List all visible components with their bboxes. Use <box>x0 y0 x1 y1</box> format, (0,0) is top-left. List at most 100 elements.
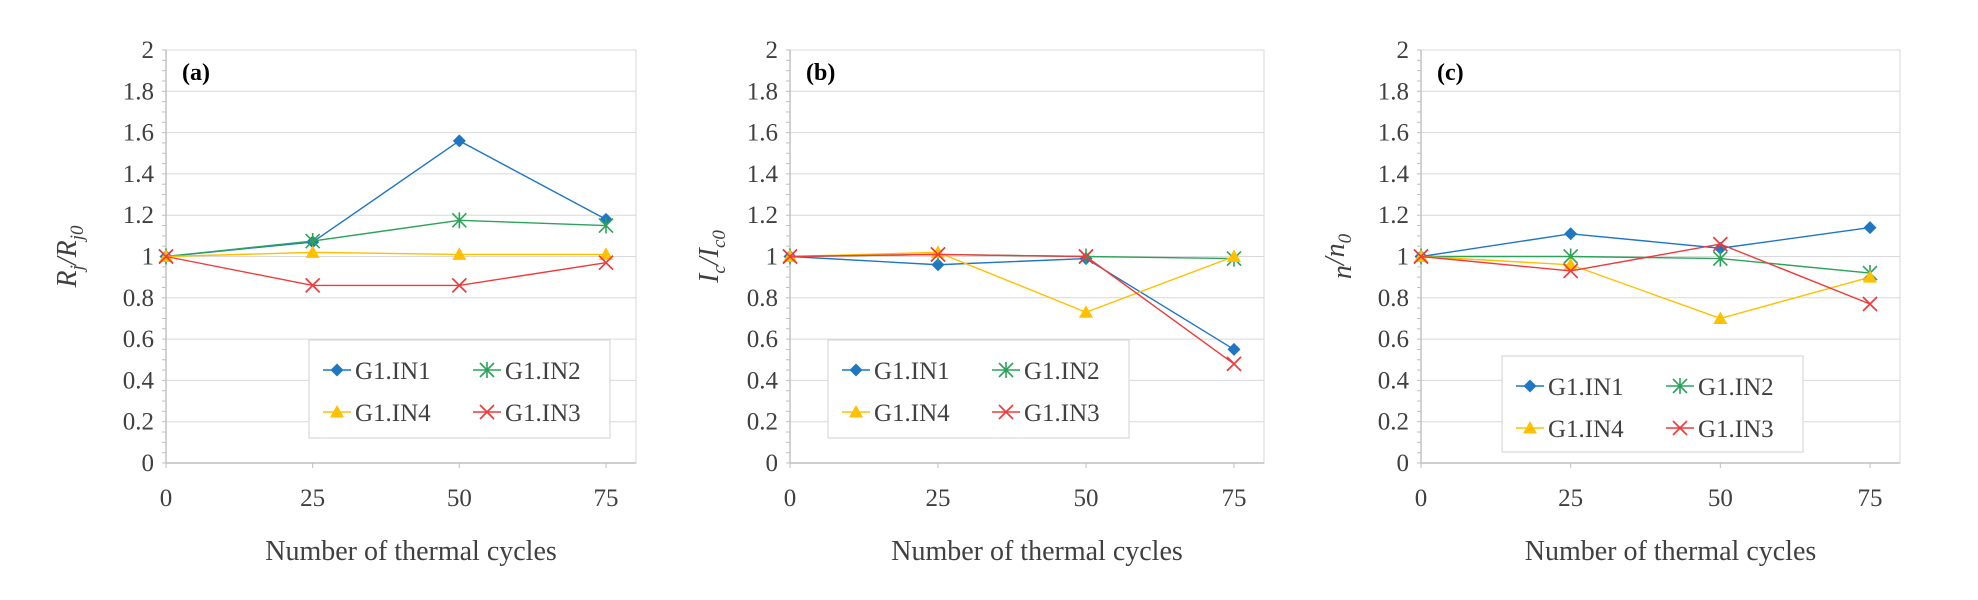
y-title-denom: n <box>1320 243 1351 257</box>
y-title-denom: I <box>694 246 725 258</box>
legend: G1.IN1 G1.IN2 G1.IN4 G1.IN3 <box>827 339 1130 439</box>
legend-item-g1-in3: G1.IN3 <box>1666 416 1774 443</box>
y-tick-label: 1 <box>766 244 779 271</box>
series-g1-in4 <box>159 245 613 262</box>
legend-item-g1-in2: G1.IN2 <box>473 358 581 385</box>
legend-label: G1.IN2 <box>1024 358 1100 385</box>
series-g1-in4 <box>1414 249 1877 324</box>
legend-label: G1.IN3 <box>505 400 581 427</box>
series-g1-in2 <box>1413 248 1878 282</box>
y-tick-label: 0.8 <box>747 285 778 312</box>
x-tick-label: 25 <box>1558 485 1583 512</box>
legend-item-g1-in3: G1.IN3 <box>473 400 581 427</box>
series-line-g1-in4 <box>789 251 1235 314</box>
y-title-slash: / <box>52 255 83 267</box>
legend-marker-g1-in4 <box>1523 421 1537 434</box>
y-tick-label: 1.6 <box>123 120 154 147</box>
y-tick-label: 1 <box>1397 244 1410 271</box>
y-tick-label: 1.4 <box>1378 161 1410 188</box>
series-line-g1-in2 <box>165 219 607 258</box>
x-tick-label: 50 <box>447 485 472 512</box>
data-point-g1-in1 <box>1863 221 1877 235</box>
y-title-denom_sub: j0 <box>67 225 88 243</box>
legend-label: G1.IN4 <box>355 400 431 427</box>
series-line-g1-in4 <box>1420 255 1871 320</box>
y-tick-label: 2 <box>1397 37 1410 64</box>
legend-box <box>1501 355 1804 453</box>
data-point-g1-in2 <box>451 212 467 229</box>
legend-item-g1-in1: G1.IN1 <box>842 358 950 385</box>
x-axis-title: Number of thermal cycles <box>891 536 1183 567</box>
legend-item-g1-in3: G1.IN3 <box>992 400 1100 427</box>
y-tick-label: 2 <box>142 37 155 64</box>
y-tick-label: 1.2 <box>1378 202 1409 229</box>
y-tick-label: 1.4 <box>123 161 155 188</box>
series-line-g1-in1 <box>165 140 607 258</box>
panel--b-: 0 0.2 0.4 0.6 0.8 1 1.2 1.4 1.6 1.8 2 0 25 50 75 Number… <box>694 37 1265 567</box>
y-tick-label: 0.4 <box>123 367 155 394</box>
y-tick-label: 1.6 <box>747 120 778 147</box>
panel-label: (c) <box>1437 60 1464 86</box>
legend-item-g1-in4: G1.IN4 <box>1516 416 1624 443</box>
y-tick-label: 0.2 <box>1378 409 1409 436</box>
legend-item-g1-in1: G1.IN1 <box>323 358 431 385</box>
data-point-g1-in1 <box>931 258 945 272</box>
legend-marker-g1-in2 <box>998 362 1014 378</box>
series-g1-in1 <box>159 134 613 263</box>
panel-label: (b) <box>806 60 835 86</box>
series-line-g1-in2 <box>1421 255 1871 274</box>
y-tick-label: 0.4 <box>1378 367 1410 394</box>
y-tick-label: 1.8 <box>123 78 154 105</box>
x-tick-label: 50 <box>1074 485 1099 512</box>
data-point-g1-in4 <box>1713 311 1728 324</box>
data-point-g1-in3 <box>1078 248 1094 265</box>
data-point-g1-in3 <box>1563 263 1579 279</box>
x-tick-label: 75 <box>594 485 619 512</box>
data-point-g1-in3 <box>930 246 946 263</box>
legend-item-g1-in4: G1.IN4 <box>842 400 950 427</box>
legend-marker-g1-in4 <box>330 405 344 418</box>
y-title-main: I <box>694 272 725 284</box>
legend-marker-g1-in3 <box>479 404 495 420</box>
series-g1-in3 <box>1413 236 1878 312</box>
y-title-main: n <box>1327 265 1358 279</box>
legend-label: G1.IN1 <box>1548 374 1624 401</box>
y-tick-label: 0.2 <box>747 409 778 436</box>
y-title-main_sub: c <box>709 265 730 274</box>
legend-label: G1.IN4 <box>1548 416 1624 443</box>
series-g1-in3 <box>782 246 1242 372</box>
data-point-g1-in3 <box>158 248 174 265</box>
legend-label: G1.IN1 <box>355 358 431 385</box>
y-axis-title: n/n0 <box>1320 233 1358 279</box>
data-point-g1-in3 <box>1226 356 1242 372</box>
y-tick-label: 1.6 <box>1378 120 1409 147</box>
y-axis-title: Rj/Rj0 <box>52 225 88 289</box>
y-tick-label: 0 <box>1397 450 1410 477</box>
x-tick-label: 0 <box>784 485 797 512</box>
x-axis-title: Number of thermal cycles <box>1525 536 1817 567</box>
panel--c-: 0 0.2 0.4 0.6 0.8 1 1.2 1.4 1.6 1.8 2 0 25 50 75 Number… <box>1320 37 1901 567</box>
legend-label: G1.IN3 <box>1024 400 1100 427</box>
data-point-g1-in3 <box>1712 236 1728 252</box>
y-tick-label: 1.8 <box>1378 78 1409 105</box>
data-point-g1-in4 <box>1863 270 1877 283</box>
legend-item-g1-in1: G1.IN1 <box>1516 374 1624 401</box>
legend-marker-g1-in1 <box>849 363 863 377</box>
legend-marker-g1-in1 <box>1523 379 1537 393</box>
y-title-slash: / <box>694 255 725 267</box>
legend-marker-g1-in3 <box>1672 420 1688 436</box>
legend-label: G1.IN1 <box>874 358 950 385</box>
legend: G1.IN1 G1.IN2 G1.IN4 G1.IN3 <box>1501 355 1804 453</box>
data-point-g1-in4 <box>931 245 945 258</box>
y-title-main_sub: j <box>67 265 88 273</box>
data-point-g1-in4 <box>1079 305 1093 318</box>
legend-item-g1-in2: G1.IN2 <box>992 358 1100 385</box>
x-tick-label: 75 <box>1858 485 1883 512</box>
y-title-main: R <box>52 270 83 288</box>
y-tick-label: 0.8 <box>1378 285 1409 312</box>
legend-item-g1-in2: G1.IN2 <box>1666 374 1774 401</box>
x-tick-label: 50 <box>1708 485 1733 512</box>
y-tick-label: 1.4 <box>747 161 779 188</box>
legend-label: G1.IN2 <box>505 358 581 385</box>
